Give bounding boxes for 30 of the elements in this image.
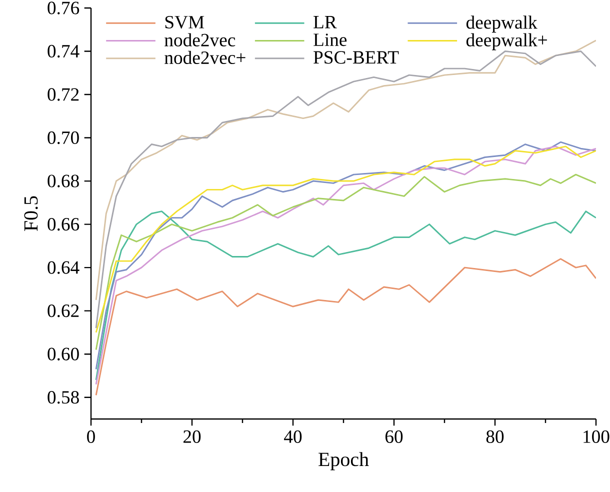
y-tick-label: 0.68 bbox=[48, 174, 79, 188]
legend-label: deepwalk+ bbox=[466, 33, 547, 50]
y-tick-label: 0.62 bbox=[48, 304, 79, 318]
line-series bbox=[95, 174, 596, 350]
legend-label: LR bbox=[314, 16, 337, 28]
legend-label: deepwalk bbox=[466, 16, 538, 33]
y-tick-label: 0.74 bbox=[48, 44, 80, 58]
y-tick-label: 0.70 bbox=[48, 131, 79, 144]
x-tick-label: 80 bbox=[486, 430, 504, 443]
legend-label: Line bbox=[314, 34, 347, 46]
line-series bbox=[95, 210, 596, 381]
x-axis-title: Epoch bbox=[318, 452, 369, 470]
line-series bbox=[95, 258, 596, 396]
x-tick-label: 20 bbox=[183, 430, 201, 443]
x-tick-label: 60 bbox=[385, 430, 403, 443]
y-axis-title: F0.5 bbox=[24, 196, 38, 231]
legend-label: node2vec bbox=[164, 33, 236, 46]
y-tick-label: 0.64 bbox=[48, 261, 80, 274]
y-tick-label: 0.66 bbox=[48, 218, 80, 231]
y-tick-label: 0.58 bbox=[48, 391, 79, 404]
x-tick-label: 0 bbox=[87, 430, 95, 443]
y-tick-label: 0.72 bbox=[48, 88, 79, 101]
legend-label: node2vec+ bbox=[164, 50, 246, 64]
y-tick-label: 0.60 bbox=[48, 348, 79, 360]
x-tick-label: 100 bbox=[584, 430, 610, 443]
y-tick-label: 0.76 bbox=[48, 2, 80, 14]
legend-label: SVM bbox=[165, 16, 204, 29]
legend-label: PSC-BERT bbox=[314, 51, 399, 64]
line-series bbox=[95, 146, 596, 334]
x-tick-label: 40 bbox=[284, 430, 302, 443]
